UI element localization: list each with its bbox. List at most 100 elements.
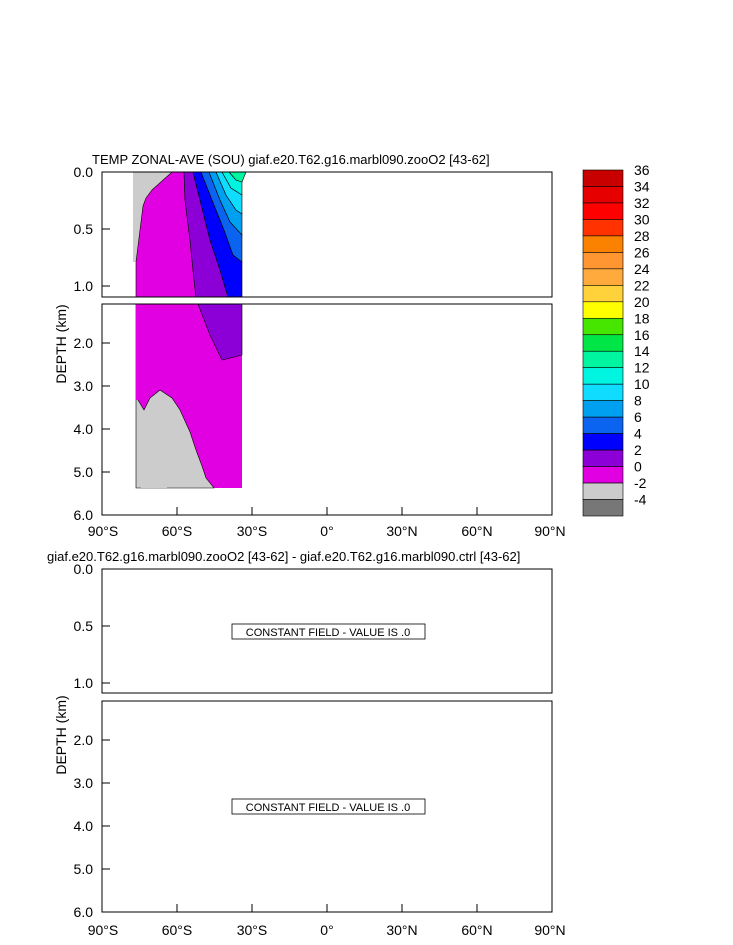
colorbar-swatch xyxy=(582,334,624,352)
constant-field-box-upper: CONSTANT FIELD - VALUE IS .0 xyxy=(231,623,426,640)
colorbar-label: 20 xyxy=(634,294,650,310)
colorbar-label: 12 xyxy=(634,360,650,376)
constant-field-box-lower: CONSTANT FIELD - VALUE IS .0 xyxy=(231,798,426,815)
colorbar-label: 32 xyxy=(634,195,650,211)
colorbar-swatch xyxy=(582,235,624,253)
colorbar-label: 8 xyxy=(634,393,642,409)
bottom-xaxis-ticks xyxy=(101,904,553,912)
y-tick-label: 4.0 xyxy=(74,818,94,834)
top-yaxis: 0.0 0.5 1.0 2.0 3.0 4.0 5.0 6.0 xyxy=(74,164,94,523)
colorbar-swatch xyxy=(582,350,624,369)
x-tick-label: 60°N xyxy=(461,523,492,539)
x-tick-label: 0° xyxy=(320,922,333,938)
land-region-upper xyxy=(133,172,172,262)
y-tick-label: 6.0 xyxy=(74,904,94,920)
colorbar-label: 34 xyxy=(634,178,650,194)
land-step-lower-5 xyxy=(162,472,167,488)
land-step-lower-3 xyxy=(152,438,157,488)
colorbar-label: 2 xyxy=(634,442,642,458)
colorbar-label: 10 xyxy=(634,376,650,392)
colorbar-swatch xyxy=(582,285,624,303)
top-yaxis-ticks xyxy=(102,171,110,473)
x-tick-label: 30°N xyxy=(386,922,417,938)
x-tick-label: 60°S xyxy=(162,523,193,539)
x-tick-label: 90°S xyxy=(88,523,119,539)
x-tick-label: 30°S xyxy=(237,523,268,539)
colorbar-swatch xyxy=(582,449,624,467)
y-axis-label-top: DEPTH (km) xyxy=(53,304,69,383)
x-tick-label: 90°S xyxy=(88,922,119,938)
x-tick-label: 30°S xyxy=(237,922,268,938)
y-tick-label: 4.0 xyxy=(74,421,94,437)
y-tick-label: 6.0 xyxy=(74,507,94,523)
y-tick-label: 0.5 xyxy=(74,221,94,237)
plot-frame-bottom-upper xyxy=(101,568,553,694)
bottom-yaxis-ticks xyxy=(102,568,110,870)
top-upper-plot xyxy=(101,171,553,298)
colorbar-swatch xyxy=(582,499,624,517)
land-step-lower-4 xyxy=(157,460,162,488)
bottom-xaxis: 90°S 60°S 30°S 0° 30°N 60°N 90°N xyxy=(88,922,566,938)
colorbar-label: 30 xyxy=(634,211,650,227)
y-tick-label: 2.0 xyxy=(74,732,94,748)
y-tick-label: 0.0 xyxy=(74,164,94,180)
colorbar-swatch xyxy=(582,317,624,336)
x-tick-label: 90°N xyxy=(534,523,565,539)
colorbar-swatch xyxy=(582,466,624,484)
x-tick-label: 60°N xyxy=(461,922,492,938)
chart-title-bottom: giaf.e20.T62.g16.marbl090.zooO2 [43-62] … xyxy=(47,549,520,564)
colorbar-label: 16 xyxy=(634,327,650,343)
plot-frame-top-upper xyxy=(101,171,553,298)
chart-title-top: TEMP ZONAL-AVE (SOU) giaf.e20.T62.g16.ma… xyxy=(92,152,490,167)
top-xaxis: 90°S 60°S 30°S 0° 30°N 60°N 90°N xyxy=(88,523,566,539)
y-tick-label: 0.0 xyxy=(74,561,94,577)
colorbar-label: 36 xyxy=(634,162,650,178)
colorbar-label: 24 xyxy=(634,261,650,277)
x-tick-label: 0° xyxy=(320,523,333,539)
y-tick-label: 3.0 xyxy=(74,378,94,394)
colorbar-label: 28 xyxy=(634,228,650,244)
colorbar-label: 0 xyxy=(634,459,642,475)
message-box xyxy=(231,623,426,640)
colorbar-swatch xyxy=(582,268,624,286)
colorbar-label: 14 xyxy=(634,343,650,359)
colorbar-swatch xyxy=(582,383,624,401)
colorbar-swatch xyxy=(582,186,624,204)
colorbar-label: 18 xyxy=(634,310,650,326)
message-box xyxy=(231,798,426,815)
colorbar-label: 4 xyxy=(634,426,642,442)
colorbar-swatch xyxy=(582,433,624,451)
land-step-lower-2 xyxy=(146,422,152,488)
colorbar-swatch xyxy=(582,482,624,500)
colorbar-label: -2 xyxy=(634,475,647,491)
y-tick-label: 5.0 xyxy=(74,464,94,480)
y-tick-label: 0.5 xyxy=(74,618,94,634)
colorbar-swatch xyxy=(582,252,624,270)
x-tick-label: 30°N xyxy=(386,523,417,539)
colorbar-swatch xyxy=(582,202,624,220)
x-tick-label: 90°N xyxy=(534,922,565,938)
land-step-lower xyxy=(141,412,146,488)
colorbar-swatch xyxy=(582,367,624,385)
top-xaxis-ticks xyxy=(101,507,553,515)
colorbar-swatch xyxy=(582,416,624,434)
bottom-yaxis: 0.0 0.5 1.0 2.0 3.0 4.0 5.0 6.0 xyxy=(74,561,94,920)
message-text: CONSTANT FIELD - VALUE IS .0 xyxy=(246,627,410,639)
top-lower-plot xyxy=(101,303,553,516)
y-tick-label: 3.0 xyxy=(74,775,94,791)
message-text: CONSTANT FIELD - VALUE IS .0 xyxy=(246,802,410,814)
y-tick-label: 1.0 xyxy=(74,675,94,691)
colorbar-label: 26 xyxy=(634,244,650,260)
colorbar-swatch xyxy=(582,219,624,237)
ocean-left-edge xyxy=(136,304,139,400)
x-tick-label: 60°S xyxy=(162,922,193,938)
colorbar-label: 6 xyxy=(634,409,642,425)
y-tick-label: 1.0 xyxy=(74,278,94,294)
y-tick-label: 5.0 xyxy=(74,861,94,877)
colorbar-swatch xyxy=(582,400,624,418)
colorbar-label: -4 xyxy=(634,492,647,508)
colorbar-swatch xyxy=(582,301,624,319)
y-axis-label-bottom: DEPTH (km) xyxy=(53,695,69,774)
